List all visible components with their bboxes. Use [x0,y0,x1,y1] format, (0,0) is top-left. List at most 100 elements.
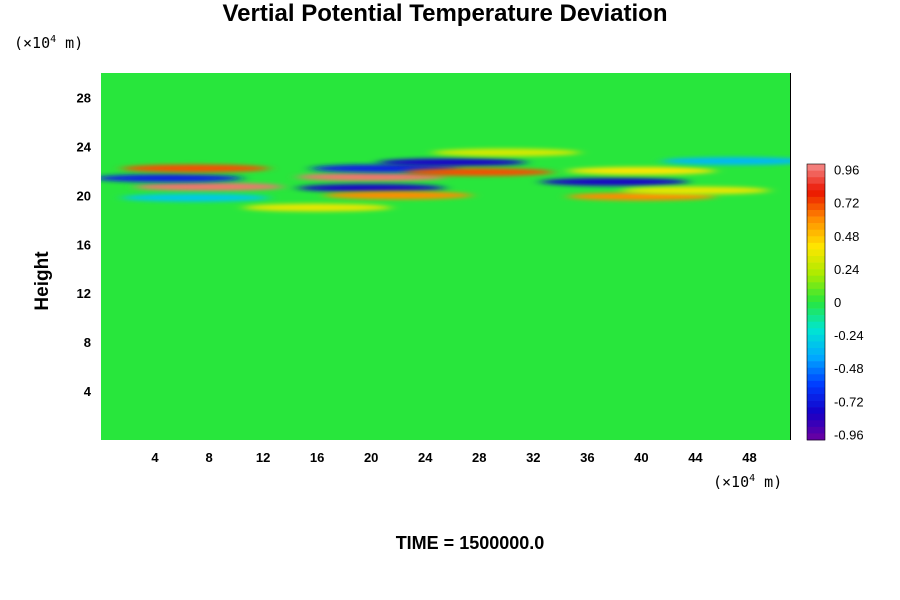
colorbar-swatch [807,374,825,382]
colorbar-swatch [807,223,825,231]
heatmap-feature [121,193,270,202]
x-ticks: 4 8 12 16 20 24 28 32 36 40 44 48 [151,450,756,465]
heatmap-feature [134,182,284,191]
x-tick-label: 28 [472,450,486,465]
x-tick-label: 32 [526,450,540,465]
colorbar-swatch [807,308,825,316]
colorbar-swatch [807,203,825,211]
heatmap-feature [404,168,554,177]
colorbar-ticks: 0.96 0.72 0.48 0.24 0 -0.24 -0.48 -0.72 -0.96 [834,163,864,443]
colorbar-swatch [807,236,825,244]
colorbar-tick-label: -0.72 [834,394,864,409]
colorbar-swatch [807,426,825,434]
heatmap-feature [377,158,527,167]
y-tick-label: 28 [77,90,91,105]
colorbar-swatch [807,177,825,185]
x-tick-label: 40 [634,450,648,465]
colorbar-swatch [807,407,825,415]
x-tick-label: 20 [364,450,378,465]
colorbar-swatch [807,170,825,178]
colorbar-swatch [807,164,825,171]
heatmap-feature [296,173,446,181]
y-unit-prefix: (×10 [14,34,51,52]
x-unit-prefix: (×10 [713,473,750,491]
colorbar-swatch [807,367,825,375]
chart-title: Vertial Potential Temperature Deviation [222,0,668,27]
y-tick-label: 16 [77,237,91,252]
heatmap-feature [540,177,689,186]
colorbar-swatch [807,249,825,257]
colorbar-swatch [807,256,825,263]
y-unit-suffix: m) [56,34,84,52]
colorbar-swatch [807,302,825,309]
x-tick-label: 24 [418,450,433,465]
colorbar-swatch [807,400,825,408]
x-tick-label: 12 [256,450,270,465]
colorbar-border [806,163,826,441]
x-axis-unit: (×104 m) [713,473,782,491]
y-tick-label: 4 [84,384,92,399]
x-tick-label: 44 [688,450,703,465]
colorbar-swatch [807,334,825,342]
y-tick-label: 8 [84,335,91,350]
colorbar-tick-label: -0.96 [834,427,864,442]
colorbar-swatch [807,269,825,277]
time-footer: TIME = 1500000.0 [395,533,545,553]
heatmap-feature [661,157,790,165]
y-axis-unit: (×104 m) [14,34,83,52]
colorbar-swatch [807,361,825,369]
colorbar [806,163,826,441]
x-tick-label: 4 [151,450,159,465]
colorbar-swatch [807,282,825,290]
colorbar-swatch [807,210,825,217]
colorbar-swatch [807,380,825,388]
colorbar-tick-label: 0 [834,295,841,310]
colorbar-swatch [807,420,825,428]
colorbar-swatch [807,275,825,283]
features-layer [101,148,790,212]
colorbar-tick-label: 0.72 [834,196,859,211]
x-unit-suffix: m) [755,473,783,491]
colorbar-swatch [807,387,825,395]
colorbar-swatch [807,288,825,296]
heatmap-feature [567,166,716,175]
y-ticks: 4 8 12 16 20 24 28 [77,90,92,399]
x-unit-exp: 4 [749,473,756,484]
x-tick-label: 8 [205,450,212,465]
y-tick-label: 12 [77,286,91,301]
colorbar-swatch [807,183,825,191]
y-unit-exp: 4 [50,34,57,45]
x-tick-label: 36 [580,450,594,465]
colorbar-tick-label: -0.24 [834,328,864,343]
colorbar-swatch [807,354,825,362]
colorbar-tick-label: 0.96 [834,163,859,178]
colorbar-swatch [807,196,825,204]
colorbar-swatch [807,262,825,270]
x-tick-label: 16 [310,450,324,465]
heatmap-feature [121,164,270,173]
colorbar-swatch [807,321,825,329]
colorbar-tick-label: -0.48 [834,361,864,376]
plot-area [101,73,790,440]
colorbar-swatch [807,216,825,224]
colorbar-swatch [807,433,825,441]
colorbar-swatch [807,413,825,421]
heatmap-feature [101,174,243,183]
heatmap-feature [431,148,581,157]
y-tick-label: 20 [77,188,91,203]
colorbar-swatch [807,315,825,323]
colorbar-swatch [807,229,825,237]
colorbar-swatch [807,190,825,198]
colorbar-swatch [807,348,825,355]
colorbar-swatch [807,242,825,250]
heatmap-feature [242,203,392,212]
y-tick-label: 24 [77,139,92,154]
colorbar-tick-label: 0.48 [834,229,859,244]
colorbar-swatch [807,394,825,401]
heatmap-feature [296,184,446,192]
heatmap-feature [567,192,716,201]
x-tick-label: 48 [742,450,756,465]
colorbar-swatch [807,328,825,336]
colorbar-swatch [807,341,825,349]
